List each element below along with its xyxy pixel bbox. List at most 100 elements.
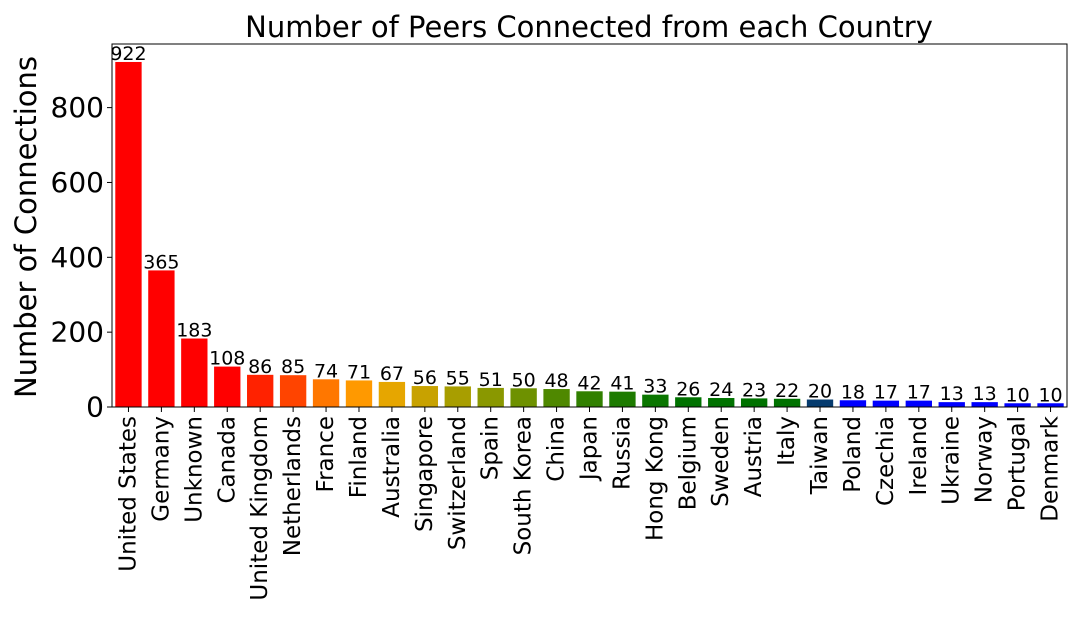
- y-tick-label: 800: [51, 91, 104, 124]
- bar: [148, 270, 175, 407]
- y-tick-label: 0: [86, 391, 104, 424]
- bar-value-label: 56: [413, 367, 437, 389]
- bar: [115, 61, 142, 407]
- x-tick-label: Denmark: [1038, 415, 1064, 521]
- bar-value-label: 183: [176, 320, 212, 342]
- value-labels-group: 922 365 183 108 86 85 74 71 67 56 55 51 50 48 42 41 33 26…: [110, 43, 1062, 406]
- bar-value-label: 42: [577, 372, 601, 394]
- x-tick-label: Italy: [774, 416, 800, 466]
- bar: [609, 391, 636, 407]
- x-tick-label: Finland: [346, 416, 372, 498]
- bar-value-label: 85: [281, 356, 305, 378]
- x-tick-label: United States: [115, 416, 141, 572]
- x-tick-label: United Kingdom: [247, 416, 273, 601]
- bar: [181, 338, 208, 407]
- x-tick-label: France: [313, 416, 339, 492]
- bar: [708, 398, 735, 407]
- x-tick-label: Unknown: [181, 416, 207, 523]
- bar-value-label: 18: [841, 381, 865, 403]
- x-tick-label: Ukraine: [939, 416, 965, 505]
- bar-value-label: 10: [1038, 384, 1062, 406]
- bar-value-label: 108: [209, 348, 245, 370]
- bar-value-label: 13: [940, 383, 964, 405]
- bar-value-label: 26: [676, 378, 700, 400]
- bar-value-label: 74: [314, 360, 338, 382]
- y-tick-label: 200: [51, 316, 104, 349]
- bar-value-label: 17: [907, 382, 931, 404]
- bar-value-label: 10: [1006, 384, 1030, 406]
- bar-value-label: 67: [380, 363, 404, 385]
- bar-value-label: 71: [347, 361, 371, 383]
- y-tick-label: 600: [51, 166, 104, 199]
- bar-value-label: 41: [610, 373, 634, 395]
- bar: [477, 387, 504, 407]
- bar: [971, 402, 998, 407]
- bar: [247, 374, 274, 407]
- plot-frame: [111, 43, 1068, 408]
- bar: [675, 397, 702, 407]
- bar-value-label: 86: [248, 356, 272, 378]
- bar: [642, 394, 669, 407]
- bar: [1004, 403, 1031, 407]
- x-tick-label: Australia: [379, 416, 405, 518]
- bar: [839, 400, 867, 407]
- x-tick-label: Hong Kong: [642, 416, 668, 541]
- bars-group: [115, 61, 1064, 407]
- bar-value-label: 24: [709, 379, 733, 401]
- x-tick-label: Norway: [972, 416, 998, 503]
- bar-value-label: 23: [742, 379, 766, 401]
- bar: [1037, 403, 1064, 407]
- y-tick-label: 400: [51, 241, 104, 274]
- y-axis-ticks: 0 200 400 600 800: [51, 91, 112, 424]
- bar: [378, 381, 406, 407]
- x-tick-label: Austria: [741, 416, 767, 497]
- bar-value-label: 22: [775, 380, 799, 402]
- bar: [905, 400, 932, 407]
- x-tick-label: Portugal: [1005, 416, 1031, 511]
- bar: [806, 399, 834, 407]
- bar: [543, 389, 570, 407]
- x-tick-label: China: [544, 416, 570, 482]
- x-tick-label: Russia: [609, 416, 635, 490]
- bar: [279, 375, 307, 407]
- bar-value-label: 13: [973, 383, 997, 405]
- bar: [214, 366, 241, 407]
- bar: [444, 386, 471, 407]
- x-tick-label: Belgium: [675, 416, 701, 510]
- chart-title: Number of Peers Connected from each Coun…: [245, 10, 933, 44]
- x-tick-label: Japan: [577, 416, 603, 482]
- x-tick-label: Czechia: [873, 416, 899, 506]
- bar: [576, 391, 603, 407]
- bar: [938, 402, 965, 407]
- bar-value-label: 50: [512, 369, 536, 391]
- x-axis-ticks: United States Germany Unknown Canada United …: [115, 407, 1064, 601]
- bar: [411, 386, 439, 407]
- x-tick-label: Spain: [478, 416, 504, 480]
- bar-value-label: 55: [446, 367, 470, 389]
- x-tick-label: Canada: [214, 416, 240, 504]
- bar-value-label: 922: [110, 43, 146, 65]
- x-tick-label: Switzerland: [445, 416, 471, 550]
- x-tick-label: Netherlands: [280, 416, 306, 556]
- x-tick-label: Germany: [148, 416, 174, 522]
- bar-value-label: 365: [143, 251, 179, 273]
- bar-value-label: 51: [479, 369, 503, 391]
- x-tick-label: South Korea: [511, 416, 537, 555]
- bar: [510, 388, 537, 407]
- x-tick-label: Singapore: [412, 416, 438, 532]
- bar: [312, 379, 340, 407]
- x-tick-label: Sweden: [708, 416, 734, 507]
- bar: [773, 398, 801, 407]
- x-tick-label: Ireland: [906, 416, 932, 496]
- y-axis-label: Number of Connections: [9, 56, 43, 398]
- x-tick-label: Poland: [840, 416, 866, 493]
- bar: [345, 380, 373, 407]
- bar-value-label: 17: [874, 382, 898, 404]
- bar: [872, 400, 900, 407]
- bar-value-label: 20: [808, 381, 832, 403]
- bar-value-label: 33: [643, 376, 667, 398]
- bar: [740, 398, 768, 407]
- bar-value-label: 48: [544, 370, 568, 392]
- x-tick-label: Taiwan: [807, 416, 833, 495]
